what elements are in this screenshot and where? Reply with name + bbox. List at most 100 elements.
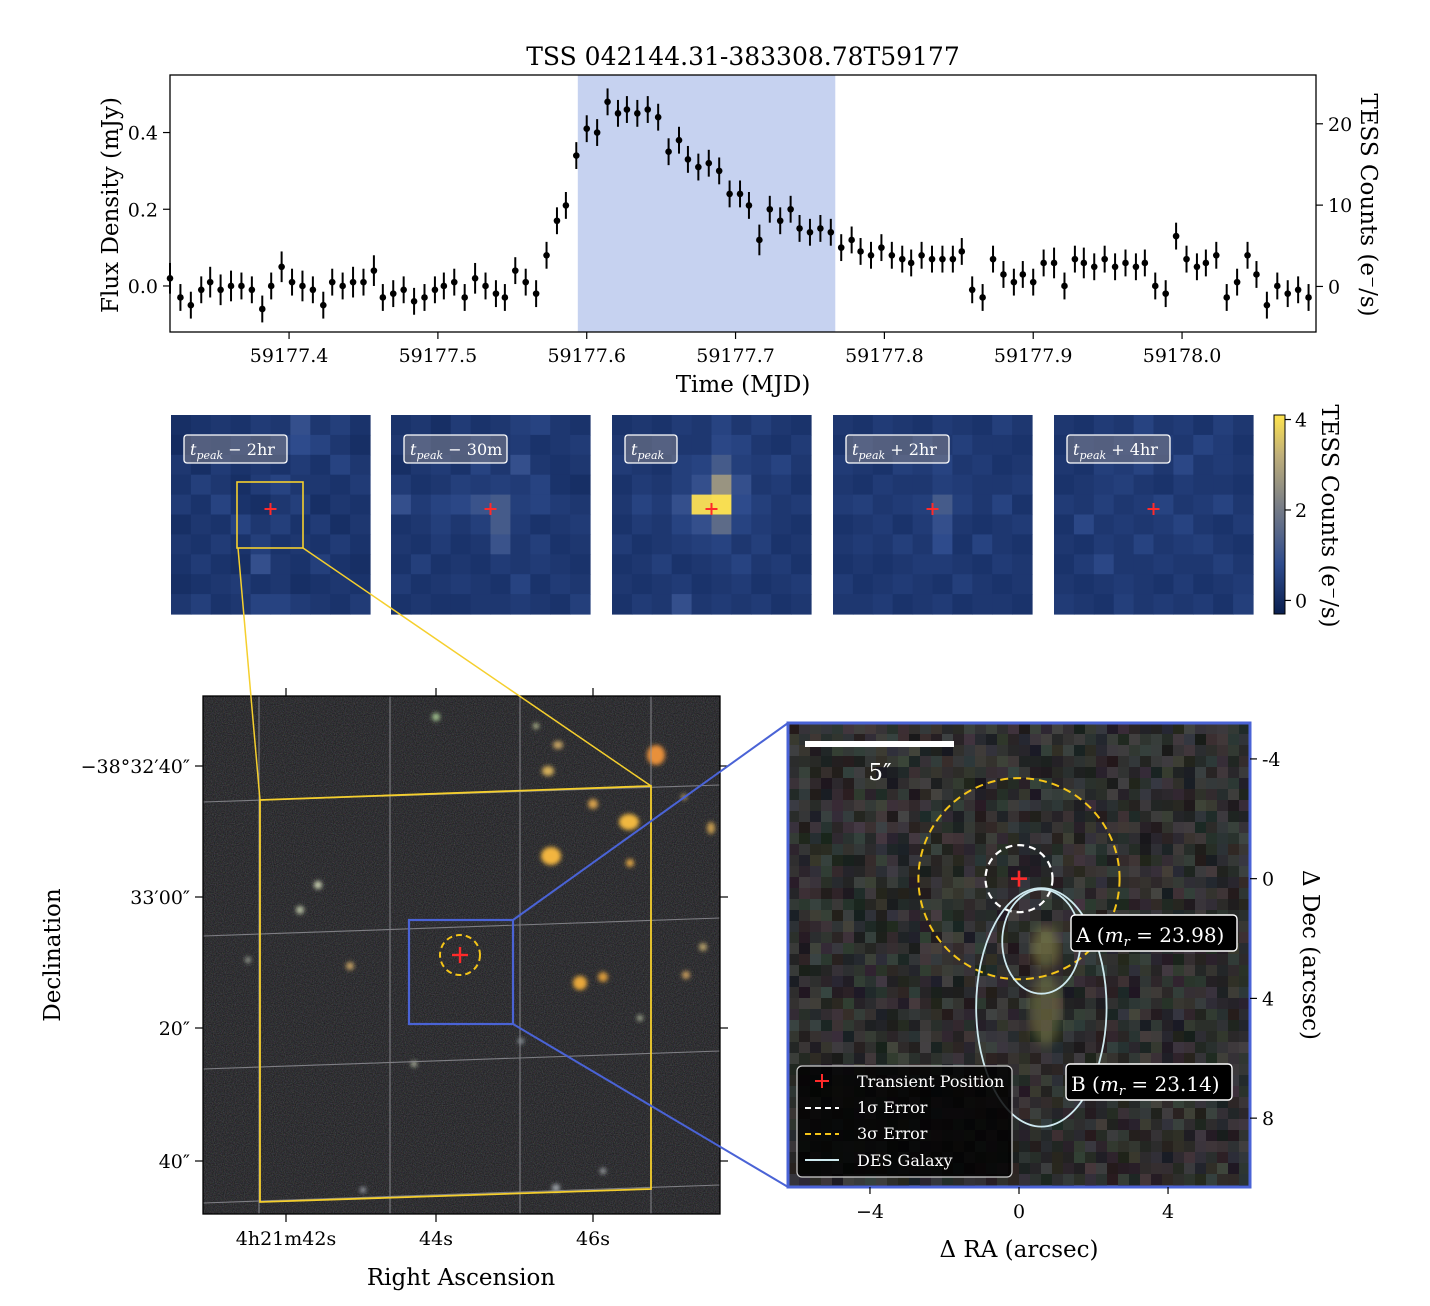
heatmap-cell (1073, 534, 1095, 555)
zoom-pixel (931, 1053, 943, 1065)
data-point (217, 286, 224, 294)
zoom-pixel (810, 778, 822, 790)
zoom-x-ticks: −4 0 4 (856, 1187, 1174, 1223)
zoom-pixel (843, 1053, 855, 1065)
heatmap-cell (852, 474, 874, 496)
zoom-pixel (1052, 1119, 1064, 1131)
heatmap-cell (932, 474, 953, 496)
zoom-pixel (942, 987, 954, 999)
zoom-pixel (1129, 1020, 1141, 1032)
zoom-pixel (997, 745, 1009, 757)
zoom-pixel (1085, 1174, 1097, 1186)
zoom-pixel (876, 965, 888, 977)
heatmap-cell (932, 494, 953, 516)
zoom-pixel (1162, 1152, 1174, 1164)
zoom-pixel (920, 1031, 932, 1043)
data-point (197, 286, 205, 294)
heatmap-cell (490, 494, 511, 516)
zoom-pixel (854, 921, 866, 933)
zoom-pixel (843, 811, 855, 823)
zoom-pixel (1217, 976, 1229, 988)
zoom-pixel (1063, 1108, 1075, 1120)
zoom-pixel (843, 965, 855, 977)
zoom-pixel (1228, 1020, 1240, 1032)
zoom-pixel (1030, 723, 1042, 735)
zoom-pixel (898, 998, 910, 1010)
zoom-pixel (1228, 1163, 1240, 1175)
zoom-pixel (898, 1020, 910, 1032)
zoom-pixel (1140, 965, 1152, 977)
zoom-pixel (810, 745, 822, 757)
heatmap-cell (450, 534, 472, 555)
zoom-pixel (898, 1053, 910, 1065)
zoom-pixel (1107, 800, 1119, 812)
zoom-pixel (1019, 1031, 1031, 1043)
zoom-pixel (1140, 1042, 1152, 1054)
zoom-pixel (865, 1053, 877, 1065)
zoom-pixel (832, 844, 844, 856)
zoom-pixel (1151, 1152, 1163, 1164)
heatmap-cell (230, 594, 252, 615)
zoom-pixel (975, 767, 987, 779)
data-point (1111, 263, 1119, 271)
zoom-pixel (832, 1031, 844, 1043)
zoom-pixel (909, 1053, 921, 1065)
data-point (705, 159, 713, 167)
zoom-pixel (1041, 1141, 1053, 1153)
data-point (370, 267, 378, 274)
zoom-pixel (1151, 734, 1163, 746)
zoom-pixel (843, 1020, 855, 1032)
heatmap-cell (972, 534, 993, 555)
zoom-pixel (1217, 756, 1229, 768)
zoom-pixel (1085, 1130, 1097, 1142)
zoom-pixel (821, 932, 833, 944)
zoom-pixel (788, 1042, 800, 1054)
zoom-pixel (1195, 899, 1207, 911)
heatmap-cell (310, 474, 331, 496)
zoom-pixel (1052, 756, 1064, 768)
zoom-pixel (1162, 1119, 1174, 1131)
zoom-pixel (854, 910, 866, 922)
zoom-pixel (1118, 976, 1130, 988)
data-point (1193, 263, 1201, 271)
heatmap-cell (892, 514, 914, 535)
zoom-pixel (898, 987, 910, 999)
data-point (349, 278, 357, 286)
zoom-pixel (1008, 723, 1020, 735)
zoom-pixel (832, 888, 844, 900)
data-point (604, 98, 611, 106)
heatmap-cell (1113, 534, 1135, 555)
zoom-pixel (788, 976, 800, 988)
zoom-pixel (1184, 789, 1196, 801)
heatmap-cell (631, 594, 653, 615)
zoom-pixel (876, 1031, 888, 1043)
zoom-pixel (942, 767, 954, 779)
zoom-pixel (1019, 921, 1031, 933)
zoom-pixel (953, 745, 965, 757)
heatmap-cell (350, 594, 371, 615)
zoom-pixel (1052, 1053, 1064, 1065)
heatmap-cell (171, 554, 192, 575)
heatmap-cell (1012, 434, 1033, 456)
zoom-pixel (865, 833, 877, 845)
zoom-pixel (1096, 1020, 1108, 1032)
zoom-pixel (1206, 1042, 1218, 1054)
data-point (1029, 278, 1037, 286)
data-point (1274, 282, 1281, 290)
zoom-pixel (1239, 866, 1250, 878)
zoom-pixel (1228, 976, 1240, 988)
zoom-pixel (788, 855, 800, 867)
zoom-pixel (821, 1009, 833, 1021)
zoom-pixel (887, 954, 899, 966)
zoom-pixel (1041, 1075, 1053, 1087)
zoom-pixel (1085, 998, 1097, 1010)
zoom-pixel (1107, 822, 1119, 834)
zoom-pixel (1008, 1075, 1020, 1087)
zoom-pixel (1030, 833, 1042, 845)
zoom-pixel (1008, 1163, 1020, 1175)
heatmap-cell (711, 494, 732, 516)
data-point (989, 255, 997, 263)
zoom-pixel (1173, 976, 1185, 988)
zoom-pixel (1195, 723, 1207, 735)
zoom-pixel (964, 778, 976, 790)
